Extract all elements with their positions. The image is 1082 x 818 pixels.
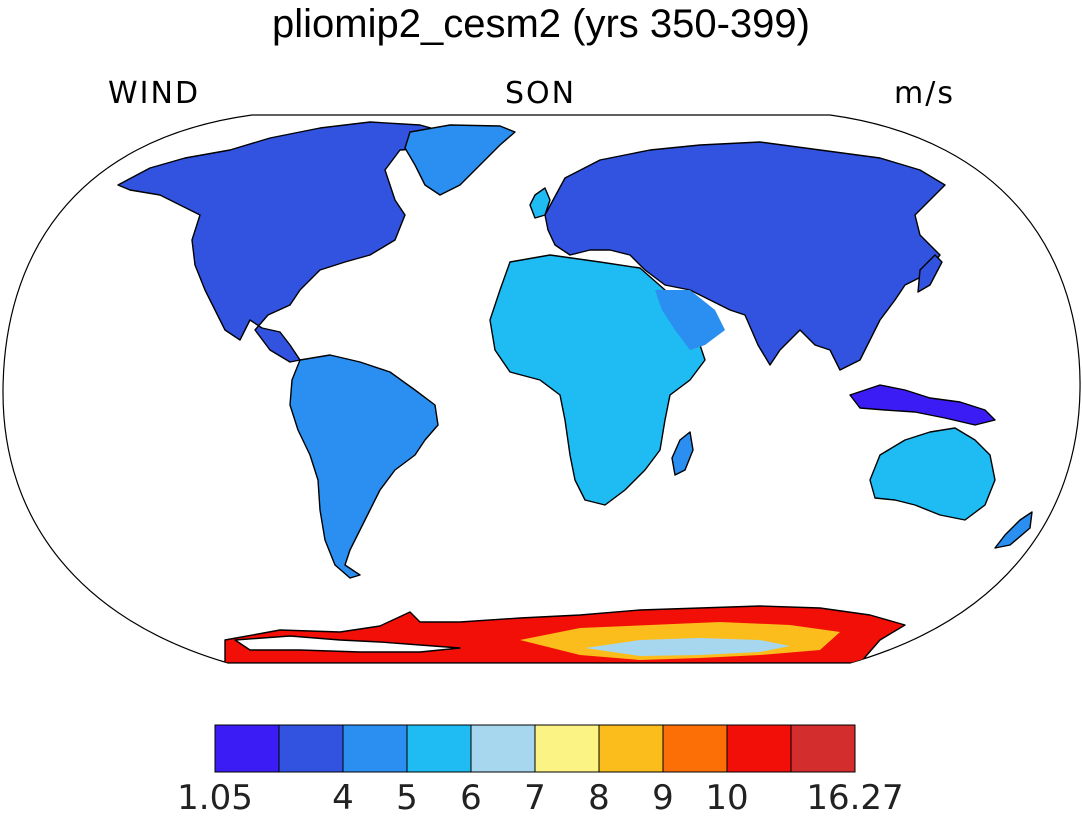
madagascar-landmass bbox=[671, 431, 694, 476]
colorbar-box-4 bbox=[470, 724, 536, 773]
colorbar-tick-label: 4 bbox=[332, 778, 354, 818]
colorbar-box-9 bbox=[790, 724, 856, 773]
colorbar-tick-label: 10 bbox=[705, 778, 749, 818]
variable-label: WIND bbox=[108, 76, 201, 111]
colorbar-box-6 bbox=[598, 724, 664, 773]
colorbar-box-5 bbox=[534, 724, 600, 773]
colorbar-tick-label: 7 bbox=[524, 778, 546, 818]
colorbar-tick-label: 5 bbox=[396, 778, 418, 818]
colorbar-tick-label: 6 bbox=[460, 778, 482, 818]
japan-islands bbox=[917, 254, 943, 293]
greenland-landmass bbox=[404, 124, 516, 196]
map-title: pliomip2_cesm2 (yrs 350-399) bbox=[271, 2, 810, 46]
units-label: m/s bbox=[894, 76, 955, 111]
colorbar-tick-label: 8 bbox=[588, 778, 610, 818]
colorbar-box-8 bbox=[726, 724, 792, 773]
arabian-peninsula bbox=[655, 290, 725, 350]
antarctica-plateau bbox=[585, 638, 790, 656]
eurasia-landmass bbox=[544, 141, 946, 371]
colorbar-box-2 bbox=[342, 724, 408, 773]
colorbar-box-1 bbox=[278, 724, 344, 773]
australia-landmass bbox=[869, 427, 996, 521]
maritime-continent bbox=[849, 384, 996, 426]
colorbar-box-3 bbox=[406, 724, 472, 773]
colorbar bbox=[214, 724, 856, 773]
new-zealand-islands bbox=[994, 511, 1033, 549]
south-america-landmass bbox=[289, 354, 439, 579]
colorbar-tick-label: 16.27 bbox=[806, 778, 904, 818]
british-isles bbox=[529, 187, 551, 219]
colorbar-tick-label: 9 bbox=[652, 778, 674, 818]
north-america-landmass bbox=[117, 121, 446, 363]
season-label: SON bbox=[505, 76, 577, 111]
colorbar-tick-label: 1.05 bbox=[177, 778, 253, 818]
antarctic-peninsula-coast bbox=[234, 635, 461, 653]
colorbar-box-7 bbox=[662, 724, 728, 773]
colorbar-box-0 bbox=[214, 724, 280, 773]
